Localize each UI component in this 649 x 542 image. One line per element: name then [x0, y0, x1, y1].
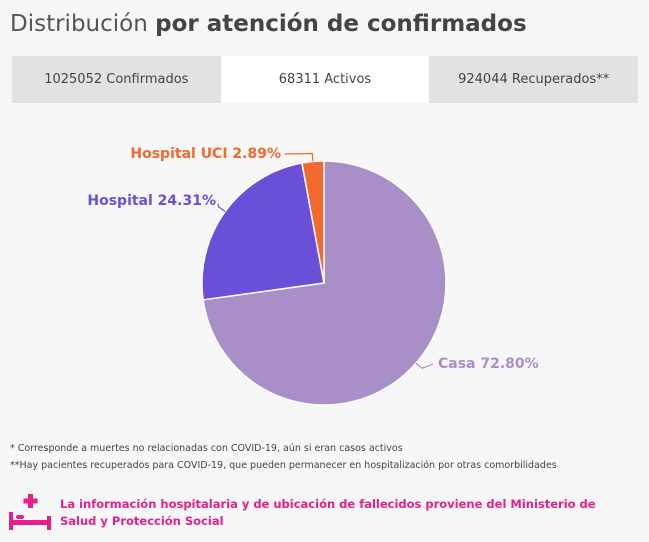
notice-text: La información hospitalaria y de ubicaci…: [60, 497, 596, 528]
footnotes: * Corresponde a muertes no relacionadas …: [10, 440, 644, 474]
leader-line: [217, 203, 226, 213]
tab-bar: 1025052 Confirmados 68311 Activos 924044…: [12, 56, 639, 103]
footnote-deaths: * Corresponde a muertes no relacionadas …: [10, 443, 403, 454]
page-title: Distribución por atención de confirmados: [10, 8, 527, 40]
data-source-notice: La información hospitalaria y de ubicaci…: [8, 492, 642, 532]
pie-chart: Casa 72.80% Hospital 24.31% Hospital UCI 2…: [87, 146, 539, 406]
tab-confirmados[interactable]: 1025052 Confirmados: [12, 56, 221, 103]
title-regular: Distribución: [10, 11, 148, 37]
leader-line: [415, 362, 434, 370]
slice-label: Hospital UCI 2.89%: [130, 146, 281, 162]
slice-label: Casa 72.80%: [438, 356, 539, 372]
hospital-bed-icon: [9, 494, 51, 530]
tab-recuperados[interactable]: 924044 Recuperados**: [429, 56, 639, 103]
title-bold: por atención de confirmados: [155, 11, 527, 37]
leader-line: [284, 152, 314, 162]
pie-slice-hospital[interactable]: [201, 162, 325, 301]
tab-activos[interactable]: 68311 Activos: [220, 56, 430, 103]
footnote-recovered: **Hay pacientes recuperados para COVID-1…: [10, 460, 557, 471]
slice-label: Hospital 24.31%: [87, 193, 216, 209]
